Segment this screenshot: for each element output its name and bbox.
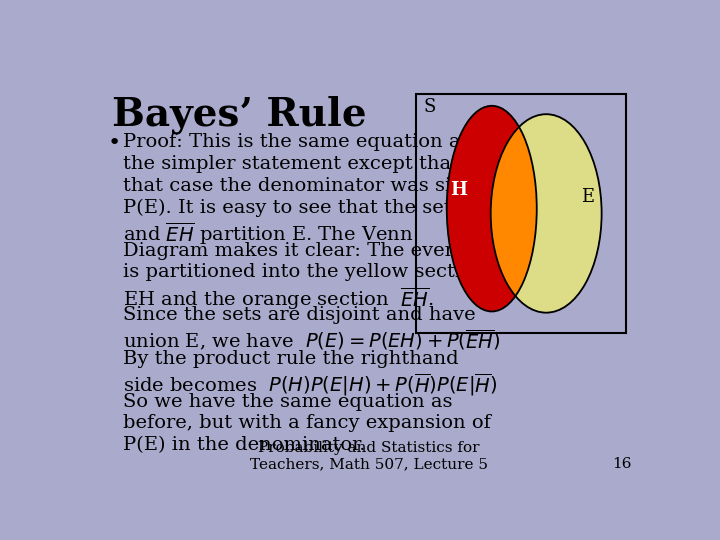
- Text: So we have the same equation as: So we have the same equation as: [124, 393, 453, 411]
- Text: S: S: [423, 98, 436, 116]
- Text: By the product rule the righthand: By the product rule the righthand: [124, 349, 459, 368]
- Text: is partitioned into the yellow section: is partitioned into the yellow section: [124, 263, 486, 281]
- Text: that case the denominator was simply: that case the denominator was simply: [124, 177, 500, 194]
- Text: EH and the orange section  $\overline{EH}$.: EH and the orange section $\overline{EH}…: [124, 285, 434, 312]
- Text: P(E). It is easy to see that the sets EH: P(E). It is easy to see that the sets EH: [124, 198, 500, 217]
- Text: Proof: This is the same equation as in: Proof: This is the same equation as in: [124, 133, 496, 151]
- Text: the simpler statement except that in: the simpler statement except that in: [124, 155, 485, 173]
- Text: union E, we have  $P(E) = P(EH) + P(\overline{EH})$: union E, we have $P(E) = P(EH) + P(\over…: [124, 328, 501, 353]
- Text: before, but with a fancy expansion of: before, but with a fancy expansion of: [124, 415, 491, 433]
- Text: Bayes’ Rule: Bayes’ Rule: [112, 96, 367, 134]
- Text: Diagram makes it clear: The event E: Diagram makes it clear: The event E: [124, 241, 486, 260]
- Text: Probability and Statistics for
Teachers, Math 507, Lecture 5: Probability and Statistics for Teachers,…: [250, 441, 488, 471]
- Text: 16: 16: [612, 457, 631, 471]
- Text: Since the sets are disjoint and have: Since the sets are disjoint and have: [124, 306, 476, 325]
- Text: and $\overline{EH}$ partition E. The Venn: and $\overline{EH}$ partition E. The Ven…: [124, 220, 414, 247]
- Text: P(E) in the denominator.: P(E) in the denominator.: [124, 436, 366, 454]
- Text: •: •: [108, 133, 121, 153]
- Bar: [416, 94, 626, 333]
- Text: side becomes  $P(H)P(E|H) + P(\overline{H})P(E|\overline{H})$: side becomes $P(H)P(E|H) + P(\overline{H…: [124, 371, 498, 398]
